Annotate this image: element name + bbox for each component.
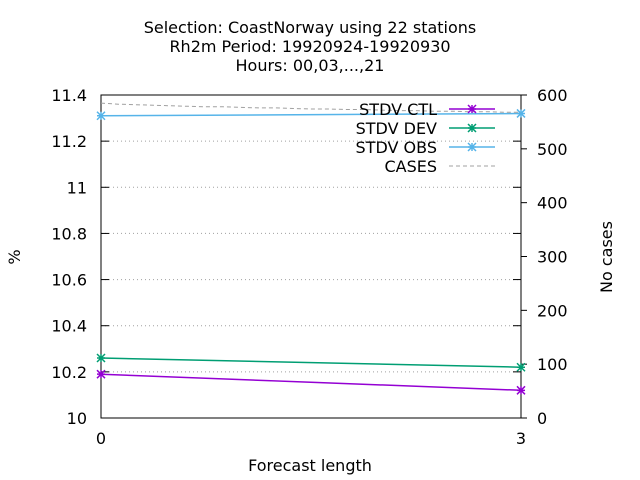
legend-item-cases: CASES	[384, 157, 495, 176]
legend-label: CASES	[384, 157, 437, 176]
legend-label: STDV OBS	[356, 138, 437, 157]
y2-tick-label: 0	[537, 409, 547, 428]
title-line-2: Rh2m Period: 19920924-19920930	[169, 37, 450, 56]
y-tick-label: 10.4	[51, 317, 87, 336]
marker-shape	[516, 362, 526, 372]
marker-shape	[516, 385, 526, 395]
series-line-cases	[100, 102, 521, 113]
legend-marker	[467, 142, 477, 152]
series-line-stdv-ctl	[100, 373, 522, 392]
y2-tick-label: 500	[537, 140, 568, 159]
marker-shape	[516, 108, 526, 118]
legend-marker	[467, 123, 477, 133]
marker-shape	[467, 104, 477, 114]
data-point-stdv-obs	[516, 108, 526, 118]
y-tick-label: 10	[67, 409, 87, 428]
data-point-stdv-obs	[96, 111, 106, 121]
series-line-stdv-dev	[100, 357, 522, 368]
x-tick-label: 0	[96, 429, 106, 448]
marker-shape	[467, 123, 477, 133]
legend-label: STDV DEV	[356, 119, 437, 138]
legend-item-stdv-ctl: STDV CTL	[359, 100, 495, 119]
data-point-stdv-ctl	[516, 385, 526, 395]
marker-shape	[96, 353, 106, 363]
marker-shape	[467, 142, 477, 152]
legend-item-stdv-obs: STDV OBS	[356, 138, 495, 157]
y2-tick-label: 100	[537, 355, 568, 374]
plot-frame	[100, 94, 522, 419]
y2-tick-label: 400	[537, 194, 568, 213]
marker-shape	[96, 369, 106, 379]
y2-tick-label: 200	[537, 301, 568, 320]
y2-tick-label: 300	[537, 248, 568, 267]
y-tick-label: 11	[67, 178, 87, 197]
y-tick-label: 10.8	[51, 224, 87, 243]
x-axis-label: Forecast length	[248, 456, 372, 475]
y-tick-label: 11.2	[51, 132, 87, 151]
y-tick-label: 10.2	[51, 363, 87, 382]
series-line-stdv-obs	[100, 112, 522, 117]
y2-axis-label: No cases	[597, 221, 616, 293]
legend-marker	[467, 104, 477, 114]
y-tick-label: 10.6	[51, 271, 87, 290]
legend-item-stdv-dev: STDV DEV	[356, 119, 495, 138]
x-tick-label: 3	[516, 429, 526, 448]
title-line-3: Hours: 00,03,...,21	[236, 56, 385, 75]
data-point-stdv-ctl	[96, 369, 106, 379]
y2-tick-label: 600	[537, 86, 568, 105]
y-axis-label: %	[5, 249, 24, 264]
data-point-stdv-dev	[516, 362, 526, 372]
series-layer	[96, 102, 526, 395]
legend-label: STDV CTL	[359, 100, 437, 119]
y-tick-label: 11.4	[51, 86, 87, 105]
grid	[101, 140, 521, 373]
tick-labels: 10 10.2 10.4 10.6 10.8 11 11.2 11.4 0 100 200 300 40…	[51, 86, 567, 448]
title-line-1: Selection: CoastNorway using 22 stations	[144, 18, 477, 37]
chart-title: Selection: CoastNorway using 22 stations…	[144, 18, 477, 75]
data-point-stdv-dev	[96, 353, 106, 363]
marker-shape	[96, 111, 106, 121]
axes	[100, 94, 527, 419]
